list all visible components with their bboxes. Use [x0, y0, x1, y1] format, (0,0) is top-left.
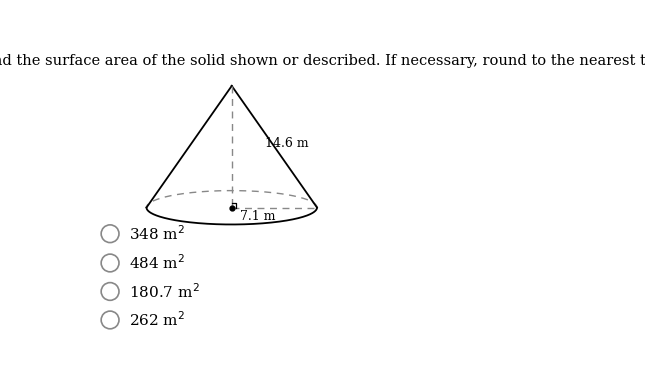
Text: Find the surface area of the solid shown or described. If necessary, round to th: Find the surface area of the solid shown… [0, 53, 645, 68]
Text: 262 m$^2$: 262 m$^2$ [128, 311, 185, 329]
Text: 7.1 m: 7.1 m [239, 210, 275, 223]
Text: 180.7 m$^2$: 180.7 m$^2$ [128, 282, 199, 301]
Text: 348 m$^2$: 348 m$^2$ [128, 224, 185, 243]
Text: 484 m$^2$: 484 m$^2$ [128, 254, 185, 272]
Text: 14.6 m: 14.6 m [265, 137, 309, 150]
